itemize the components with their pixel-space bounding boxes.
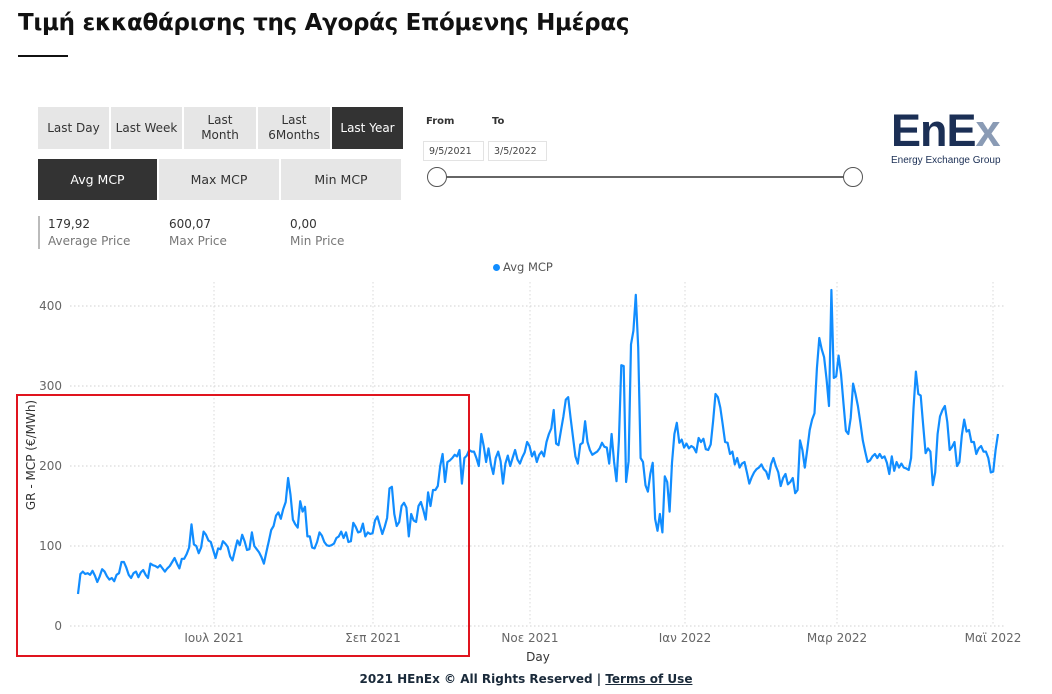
footer-text: 2021 HEnEx © All Rights Reserved | [359,672,606,686]
metric-selector: Avg MCP Max MCP Min MCP [38,159,401,200]
min-price-label: Min Price [290,234,345,248]
y-tick-label: 0 [54,619,62,633]
footer: 2021 HEnEx © All Rights Reserved | Terms… [0,672,1052,686]
enex-logo: EnEx Energy Exchange Group [891,108,1011,166]
average-price-label: Average Price [48,234,131,248]
stats-summary: 179,92 Average Price 600,07 Max Price 0,… [38,216,403,249]
period-button-last-month[interactable]: Last Month [184,107,256,149]
terms-of-use-link[interactable]: Terms of Use [605,672,693,686]
stat-min: 0,00 Min Price [282,216,403,249]
from-date-input[interactable]: 9/5/2021 [423,141,484,161]
x-tick-label: Νοε 2021 [501,631,558,645]
metric-button-min-mcp[interactable]: Min MCP [281,159,401,200]
period-button-last-year[interactable]: Last Year [332,107,403,149]
max-price-label: Max Price [169,234,227,248]
max-price-value: 600,07 [169,217,211,231]
average-price-value: 179,92 [48,217,90,231]
to-label: To [492,116,505,127]
metric-button-max-mcp[interactable]: Max MCP [159,159,279,200]
x-tick-label: Ιουλ 2021 [184,631,243,645]
page-title: Τιμή εκκαθάρισης της Αγοράς Επόμενης Ημέ… [18,10,630,36]
stat-max: 600,07 Max Price [161,216,282,249]
slider-end-handle[interactable] [843,167,863,187]
x-tick-label: Σεπ 2021 [345,631,401,645]
x-tick-label: Μαϊ 2022 [965,631,1022,645]
period-selector: Last Day Last Week Last Month Last 6Months L… [38,107,403,149]
y-tick-label: 100 [39,539,62,553]
y-axis-title: GR - MCP (€/MWh) [24,400,38,510]
avg-mcp-series-line[interactable] [76,288,1000,595]
y-tick-label: 300 [39,379,62,393]
title-underline [18,55,68,57]
x-axis-title: Day [526,650,550,664]
metric-button-avg-mcp[interactable]: Avg MCP [38,159,157,200]
period-button-last-week[interactable]: Last Week [111,107,182,149]
x-tick-label: Μαρ 2022 [807,631,867,645]
legend-dot-icon [493,263,500,271]
period-button-last-6months[interactable]: Last 6Months [258,107,330,149]
logo-subtitle: Energy Exchange Group [891,155,1001,166]
date-range-slider-track[interactable] [446,176,844,178]
chart-legend[interactable]: Avg MCP [493,260,553,274]
y-tick-label: 200 [39,459,62,473]
logo-text-x: x [975,105,1001,156]
legend-label: Avg MCP [503,260,553,274]
logo-text: EnE [891,105,977,156]
from-label: From [426,116,455,127]
period-button-last-day[interactable]: Last Day [38,107,109,149]
stat-average: 179,92 Average Price [40,216,161,249]
to-date-input[interactable]: 3/5/2022 [488,141,547,161]
slider-start-handle[interactable] [427,167,447,187]
y-tick-label: 400 [39,299,62,313]
min-price-value: 0,00 [290,217,317,231]
x-tick-label: Ιαν 2022 [659,631,712,645]
